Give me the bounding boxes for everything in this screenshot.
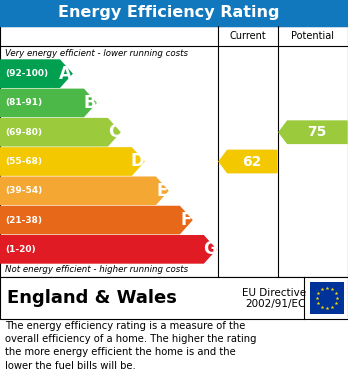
Bar [0,277,348,319]
Polygon shape [0,89,96,117]
Text: A: A [60,65,72,83]
Text: 2002/91/EC: 2002/91/EC [246,299,306,309]
Text: (21-38): (21-38) [5,215,42,224]
Text: (1-20): (1-20) [5,245,35,254]
Polygon shape [0,148,144,175]
Text: 75: 75 [308,125,327,139]
Text: Energy Efficiency Rating: Energy Efficiency Rating [58,5,280,20]
Text: (69-80): (69-80) [5,128,42,137]
Text: E: E [156,182,167,200]
Text: 62: 62 [243,154,262,169]
Polygon shape [0,206,192,234]
Polygon shape [0,177,168,204]
Text: Not energy efficient - higher running costs: Not energy efficient - higher running co… [5,265,188,274]
Text: (55-68): (55-68) [5,157,42,166]
Text: F: F [180,211,191,229]
Text: B: B [84,94,96,112]
Bar [0,26,348,277]
Text: Current: Current [230,31,266,41]
Text: G: G [203,240,216,258]
Text: (81-91): (81-91) [5,99,42,108]
Text: England & Wales: England & Wales [7,289,177,307]
Polygon shape [279,121,347,143]
Polygon shape [0,236,216,263]
Text: Very energy efficient - lower running costs: Very energy efficient - lower running co… [5,48,188,57]
Polygon shape [219,150,277,173]
Polygon shape [0,60,72,87]
Text: (92-100): (92-100) [5,69,48,78]
Text: Potential: Potential [292,31,334,41]
Text: D: D [131,152,145,170]
Bar [0,0,348,26]
Text: EU Directive: EU Directive [242,288,306,298]
Text: C: C [108,123,120,141]
Text: (39-54): (39-54) [5,186,42,195]
Bar [310,282,344,314]
Polygon shape [0,118,120,146]
Text: The energy efficiency rating is a measure of the
overall efficiency of a home. T: The energy efficiency rating is a measur… [5,321,256,371]
